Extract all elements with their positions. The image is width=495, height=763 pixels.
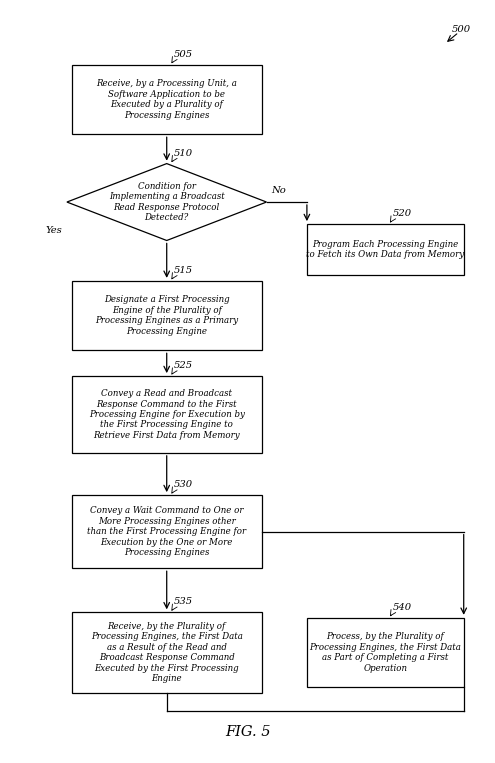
Text: Receive, by the Plurality of
Processing Engines, the First Data
as a Result of t: Receive, by the Plurality of Processing … [91, 622, 243, 683]
FancyBboxPatch shape [72, 612, 262, 693]
FancyBboxPatch shape [72, 376, 262, 453]
Text: 500: 500 [452, 25, 471, 34]
Text: Process, by the Plurality of
Processing Engines, the First Data
as Part of Compl: Process, by the Plurality of Processing … [309, 633, 461, 673]
Text: Designate a First Processing
Engine of the Plurality of
Processing Engines as a : Designate a First Processing Engine of t… [95, 295, 238, 336]
Text: 540: 540 [393, 603, 411, 612]
FancyBboxPatch shape [307, 224, 464, 275]
Text: 530: 530 [174, 480, 193, 489]
FancyBboxPatch shape [307, 618, 464, 687]
Text: 515: 515 [174, 266, 193, 275]
Text: Receive, by a Processing Unit, a
Software Application to be
Executed by a Plural: Receive, by a Processing Unit, a Softwar… [97, 79, 237, 120]
Text: 505: 505 [174, 50, 193, 59]
Text: 525: 525 [174, 361, 193, 370]
Text: Yes: Yes [46, 226, 62, 235]
FancyBboxPatch shape [72, 495, 262, 568]
FancyBboxPatch shape [72, 281, 262, 350]
Text: 510: 510 [174, 149, 193, 158]
Text: 520: 520 [393, 209, 411, 218]
Text: No: No [271, 186, 286, 195]
Text: FIG. 5: FIG. 5 [225, 725, 270, 739]
Text: Convey a Wait Command to One or
More Processing Engines other
than the First Pro: Convey a Wait Command to One or More Pro… [87, 507, 247, 557]
Polygon shape [67, 163, 266, 240]
Text: Condition for
Implementing a Broadcast
Read Response Protocol
Detected?: Condition for Implementing a Broadcast R… [109, 182, 225, 222]
Text: Program Each Processing Engine
to Fetch its Own Data from Memory: Program Each Processing Engine to Fetch … [306, 240, 464, 259]
Text: Convey a Read and Broadcast
Response Command to the First
Processing Engine for : Convey a Read and Broadcast Response Com… [89, 389, 245, 439]
FancyBboxPatch shape [72, 65, 262, 134]
Text: 535: 535 [174, 597, 193, 607]
